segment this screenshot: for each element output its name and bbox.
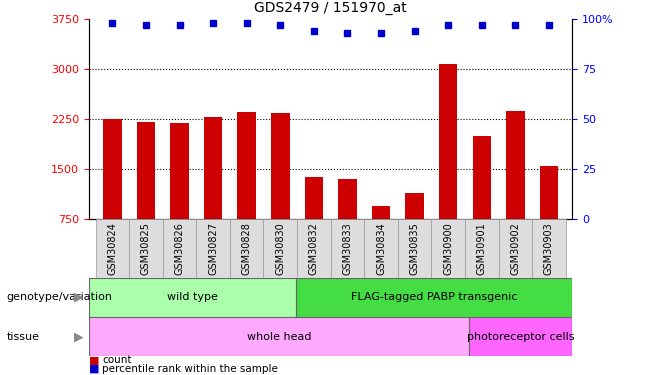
Text: ▶: ▶ [74, 330, 84, 343]
Text: tissue: tissue [7, 332, 39, 342]
FancyBboxPatch shape [465, 219, 499, 278]
FancyBboxPatch shape [263, 219, 297, 278]
FancyBboxPatch shape [89, 278, 296, 317]
FancyBboxPatch shape [230, 219, 263, 278]
Text: ■: ■ [89, 355, 99, 365]
Text: photoreceptor cells: photoreceptor cells [467, 332, 574, 342]
Text: GSM30826: GSM30826 [174, 222, 184, 275]
Text: percentile rank within the sample: percentile rank within the sample [102, 364, 278, 374]
Text: GSM30832: GSM30832 [309, 222, 319, 275]
FancyBboxPatch shape [532, 219, 566, 278]
Text: GSM30903: GSM30903 [544, 222, 554, 275]
FancyBboxPatch shape [129, 219, 163, 278]
Bar [372, 206, 390, 219]
Text: GSM30902: GSM30902 [511, 222, 520, 275]
FancyBboxPatch shape [196, 219, 230, 278]
FancyBboxPatch shape [365, 219, 398, 278]
Text: GSM30834: GSM30834 [376, 222, 386, 275]
Text: ▶: ▶ [74, 291, 84, 304]
Text: whole head: whole head [247, 332, 311, 342]
Bar [405, 193, 424, 219]
Text: GSM30901: GSM30901 [477, 222, 487, 275]
Text: count: count [102, 355, 132, 365]
FancyBboxPatch shape [297, 219, 330, 278]
Text: GSM30900: GSM30900 [443, 222, 453, 275]
Bar [103, 119, 122, 219]
Text: GSM30825: GSM30825 [141, 222, 151, 275]
Bar [271, 113, 290, 219]
FancyBboxPatch shape [499, 219, 532, 278]
Text: GSM30835: GSM30835 [410, 222, 420, 275]
Text: GSM30828: GSM30828 [241, 222, 251, 275]
Bar [305, 177, 323, 219]
FancyBboxPatch shape [163, 219, 196, 278]
Bar [472, 136, 491, 219]
Bar [204, 117, 222, 219]
Bar [338, 179, 357, 219]
Text: GSM30824: GSM30824 [107, 222, 117, 275]
FancyBboxPatch shape [296, 278, 572, 317]
FancyBboxPatch shape [468, 317, 572, 356]
FancyBboxPatch shape [398, 219, 432, 278]
Bar [540, 166, 558, 219]
Bar [170, 123, 189, 219]
Text: genotype/variation: genotype/variation [7, 292, 113, 302]
FancyBboxPatch shape [95, 219, 129, 278]
FancyBboxPatch shape [432, 219, 465, 278]
Text: ■: ■ [89, 364, 99, 374]
Bar [137, 122, 155, 219]
Text: FLAG-tagged PABP transgenic: FLAG-tagged PABP transgenic [351, 292, 518, 302]
Text: GSM30830: GSM30830 [275, 222, 286, 275]
Bar [439, 64, 457, 219]
Title: GDS2479 / 151970_at: GDS2479 / 151970_at [254, 1, 407, 15]
FancyBboxPatch shape [89, 317, 468, 356]
Bar [506, 111, 524, 219]
Text: wild type: wild type [167, 292, 218, 302]
Text: GSM30827: GSM30827 [208, 222, 218, 275]
Bar [238, 112, 256, 219]
Text: GSM30833: GSM30833 [342, 222, 353, 275]
FancyBboxPatch shape [330, 219, 365, 278]
